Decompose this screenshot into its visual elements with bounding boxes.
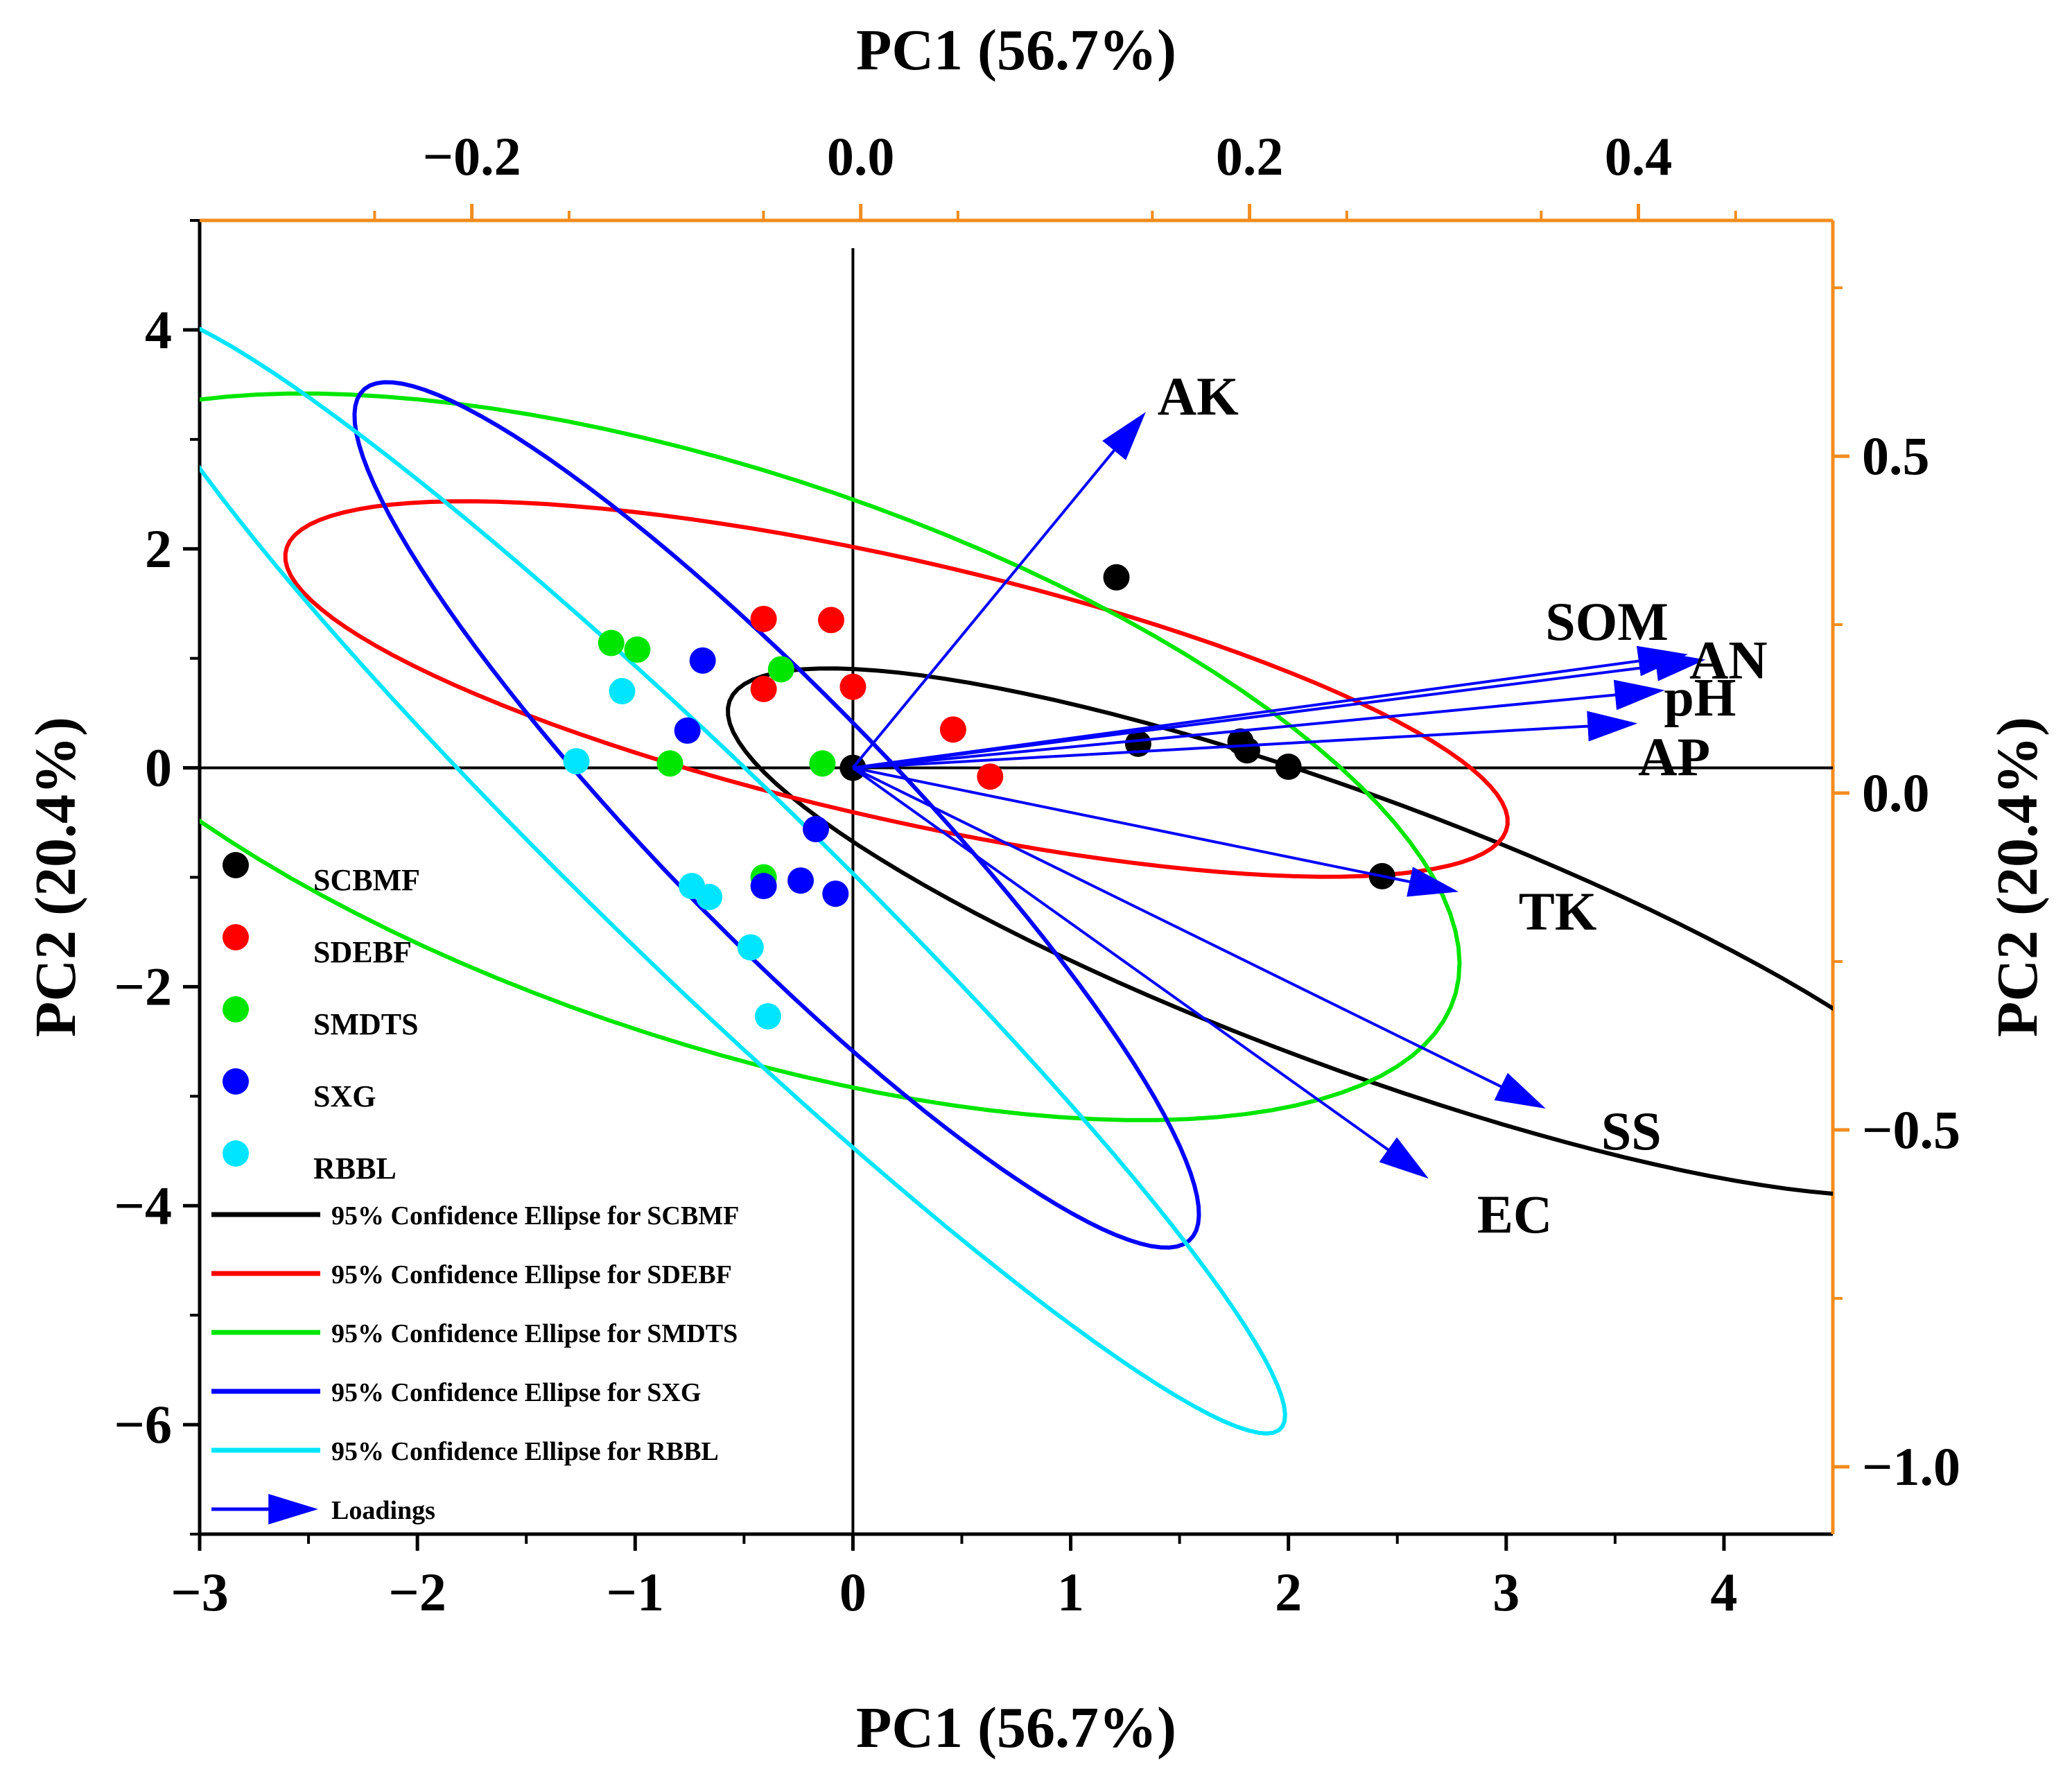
y2-tick-label: 0.0 bbox=[1862, 763, 1930, 823]
data-point bbox=[689, 647, 716, 674]
y2-tick-label: −1.0 bbox=[1862, 1436, 1960, 1497]
x-tick-label: 3 bbox=[1492, 1562, 1520, 1622]
x2-tick-label: −0.2 bbox=[423, 126, 521, 186]
loading-label: TK bbox=[1519, 881, 1597, 941]
loading-label: AK bbox=[1158, 366, 1239, 426]
legend-label: 95% Confidence Ellipse for SMDTS bbox=[331, 1319, 738, 1348]
score-points bbox=[563, 564, 1395, 1030]
legend-label: 95% Confidence Ellipse for SDEBF bbox=[331, 1260, 732, 1289]
legend-marker bbox=[223, 924, 249, 950]
y-axis-ticks: −6 −4 −2 0 2 4 bbox=[114, 219, 200, 1536]
x-axis-ticks: −3 −2 −1 0 1 2 3 4 bbox=[171, 1534, 1737, 1622]
data-point bbox=[598, 629, 625, 656]
legend-label: RBBL bbox=[313, 1151, 397, 1185]
confidence-ellipse bbox=[283, 499, 1510, 879]
data-point bbox=[939, 716, 966, 743]
legend-label: SXG bbox=[313, 1079, 376, 1113]
legend-label: 95% Confidence Ellipse for RBBL bbox=[331, 1437, 719, 1466]
loading-arrow bbox=[853, 711, 1638, 769]
loading-arrow bbox=[851, 412, 1146, 769]
data-point bbox=[1103, 564, 1130, 591]
data-point bbox=[817, 607, 844, 634]
x-tick-label: 2 bbox=[1275, 1562, 1302, 1622]
data-point bbox=[750, 873, 777, 900]
data-point bbox=[767, 656, 794, 683]
loading-label: AP bbox=[1638, 727, 1710, 787]
x-tick-label: 4 bbox=[1710, 1562, 1737, 1622]
legend-label: SDEBF bbox=[313, 935, 412, 969]
data-point bbox=[977, 763, 1004, 790]
data-point bbox=[1233, 737, 1260, 764]
y-tick-label: 0 bbox=[145, 738, 172, 798]
legend: SCBMF SDEBF SMDTS SXG RBBL 95% Confidence Ell… bbox=[211, 852, 739, 1525]
x2-axis-title: PC1 (56.7%) bbox=[856, 18, 1176, 82]
data-point bbox=[656, 750, 684, 777]
y2-tick-label: −0.5 bbox=[1862, 1099, 1960, 1160]
y-tick-label: 2 bbox=[145, 519, 172, 579]
legend-label: SCBMF bbox=[313, 863, 420, 897]
data-point bbox=[674, 717, 701, 744]
data-point bbox=[802, 816, 829, 843]
y2-axis-title: PC2 (20.4%) bbox=[1985, 717, 2050, 1037]
confidence-ellipses bbox=[200, 327, 1833, 1436]
legend-marker bbox=[223, 852, 249, 878]
data-point bbox=[754, 1003, 781, 1030]
data-point bbox=[1275, 754, 1302, 781]
data-point bbox=[563, 748, 590, 775]
x-tick-label: −1 bbox=[607, 1562, 664, 1622]
loading-vectors bbox=[851, 412, 1706, 1179]
x2-tick-label: 0.4 bbox=[1605, 126, 1673, 186]
y-tick-label: −6 bbox=[114, 1394, 172, 1454]
data-point bbox=[839, 673, 867, 700]
confidence-ellipse bbox=[200, 327, 1287, 1436]
data-point bbox=[787, 867, 815, 894]
data-point bbox=[696, 883, 723, 910]
y-axis-title: PC2 (20.4%) bbox=[24, 717, 88, 1037]
y-tick-label: −2 bbox=[114, 956, 172, 1016]
data-point bbox=[809, 750, 836, 777]
loading-label: SOM bbox=[1545, 591, 1669, 652]
loading-label: EC bbox=[1477, 1184, 1552, 1244]
legend-label: 95% Confidence Ellipse for SXG bbox=[331, 1378, 701, 1407]
legend-label: 95% Confidence Ellipse for SCBMF bbox=[331, 1201, 739, 1230]
legend-marker bbox=[223, 996, 249, 1023]
legend-label: Loadings bbox=[331, 1496, 435, 1525]
y2-tick-label: 0.5 bbox=[1862, 426, 1930, 486]
data-point bbox=[624, 636, 651, 663]
loading-label: SS bbox=[1601, 1101, 1662, 1161]
loading-arrow bbox=[853, 679, 1665, 769]
data-point bbox=[609, 678, 636, 705]
loading-label: pH bbox=[1664, 667, 1736, 727]
x-tick-label: 1 bbox=[1057, 1562, 1084, 1622]
x-axis-title: PC1 (56.7%) bbox=[856, 1696, 1176, 1760]
data-point bbox=[750, 675, 777, 702]
confidence-ellipse bbox=[726, 666, 1833, 1196]
loading-label: AN bbox=[1689, 630, 1768, 690]
loading-arrow bbox=[853, 650, 1706, 769]
plot-area bbox=[200, 248, 1833, 1534]
data-point bbox=[750, 605, 777, 632]
legend-label: SMDTS bbox=[313, 1007, 419, 1041]
x2-axis-ticks: −0.2 0.0 0.2 0.4 bbox=[373, 126, 1737, 220]
legend-marker bbox=[223, 1068, 249, 1095]
loading-arrow bbox=[852, 766, 1459, 897]
y-tick-label: 4 bbox=[145, 299, 172, 360]
x2-tick-label: 0.2 bbox=[1216, 126, 1284, 186]
x-tick-label: 0 bbox=[839, 1562, 867, 1622]
y2-axis-ticks: −1.0 −0.5 0.0 0.5 bbox=[1833, 286, 1960, 1497]
legend-marker bbox=[223, 1140, 249, 1167]
x-tick-label: −2 bbox=[388, 1562, 446, 1622]
data-point bbox=[822, 880, 849, 907]
confidence-ellipse bbox=[352, 380, 1201, 1250]
loading-arrow bbox=[852, 766, 1546, 1109]
data-point bbox=[737, 934, 764, 961]
y-tick-label: −4 bbox=[114, 1175, 172, 1235]
x-tick-label: −3 bbox=[171, 1562, 228, 1622]
loading-arrow bbox=[852, 766, 1429, 1179]
x2-tick-label: 0.0 bbox=[827, 126, 895, 186]
